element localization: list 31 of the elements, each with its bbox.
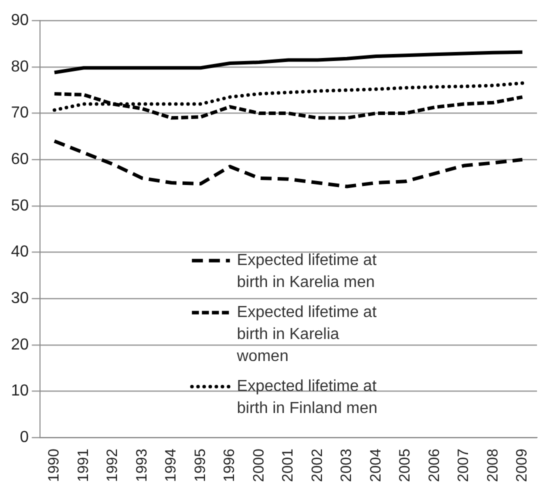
- y-tick-label: 90: [11, 12, 29, 30]
- legend-label: Expected lifetime at birth in Karelia men: [236, 252, 378, 292]
- x-tick-label: 1996: [221, 448, 238, 482]
- x-tick-label: 1993: [133, 448, 150, 482]
- y-tick-label: 40: [11, 244, 29, 261]
- x-tick-label: 1992: [104, 448, 122, 482]
- y-tick-label: 30: [11, 290, 29, 308]
- x-tick-label: 2006: [426, 448, 443, 482]
- x-tick-label: 2007: [455, 448, 472, 482]
- y-tick-label: 20: [11, 336, 29, 354]
- x-tick-label: 2001: [280, 448, 297, 482]
- x-tick-label: 2008: [484, 448, 502, 482]
- x-tick-label: 1990: [46, 448, 63, 482]
- y-tick-label: 10: [11, 382, 29, 400]
- y-tick-label: 70: [11, 104, 29, 122]
- x-tick-label: 2009: [514, 448, 531, 482]
- line-series: [52, 139, 524, 188]
- x-tick-label: 1991: [74, 448, 92, 482]
- x-tick-label: 1994: [162, 448, 180, 482]
- legend-label: Expected lifetime at birth in Finland men: [236, 378, 378, 418]
- x-tick-label: 2003: [338, 448, 356, 482]
- y-tick-label: 80: [11, 58, 29, 76]
- legend-label: Expected lifetime at birth in Karelia women: [236, 304, 378, 366]
- x-tick-label: 2002: [308, 448, 326, 482]
- y-tick-label: 60: [11, 151, 29, 168]
- x-tick-label: 1995: [192, 448, 209, 482]
- x-tick-label: 2000: [250, 448, 268, 482]
- x-tick-label: 2005: [396, 448, 414, 482]
- y-tick-label: 0: [20, 429, 29, 446]
- x-tick-label: 2004: [367, 448, 384, 482]
- y-tick-label: 50: [11, 197, 29, 214]
